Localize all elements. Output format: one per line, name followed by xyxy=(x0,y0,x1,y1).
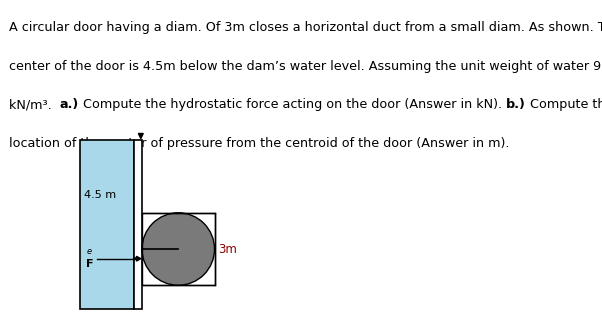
Text: a.): a.) xyxy=(60,98,79,112)
Text: Compute the hydrostatic force acting on the door (Answer in kN).: Compute the hydrostatic force acting on … xyxy=(79,98,506,112)
Circle shape xyxy=(142,213,214,285)
Text: b.): b.) xyxy=(506,98,526,112)
Text: center of the door is 4.5m below the dam’s water level. Assuming the unit weight: center of the door is 4.5m below the dam… xyxy=(9,60,602,72)
Bar xyxy=(134,140,142,309)
Text: 3m: 3m xyxy=(218,243,237,255)
Bar xyxy=(142,213,214,285)
Text: A circular door having a diam. Of 3m closes a horizontal duct from a small diam.: A circular door having a diam. Of 3m clo… xyxy=(9,21,602,34)
Text: location of the center of pressure from the centroid of the door (Answer in m).: location of the center of pressure from … xyxy=(9,137,509,150)
Text: Compute the: Compute the xyxy=(526,98,602,112)
Text: e: e xyxy=(87,247,92,256)
Text: F: F xyxy=(86,259,93,269)
Bar xyxy=(81,140,134,309)
FancyArrow shape xyxy=(134,256,141,261)
Text: kN/m³.: kN/m³. xyxy=(9,98,60,112)
Text: 4.5 m: 4.5 m xyxy=(84,190,116,200)
